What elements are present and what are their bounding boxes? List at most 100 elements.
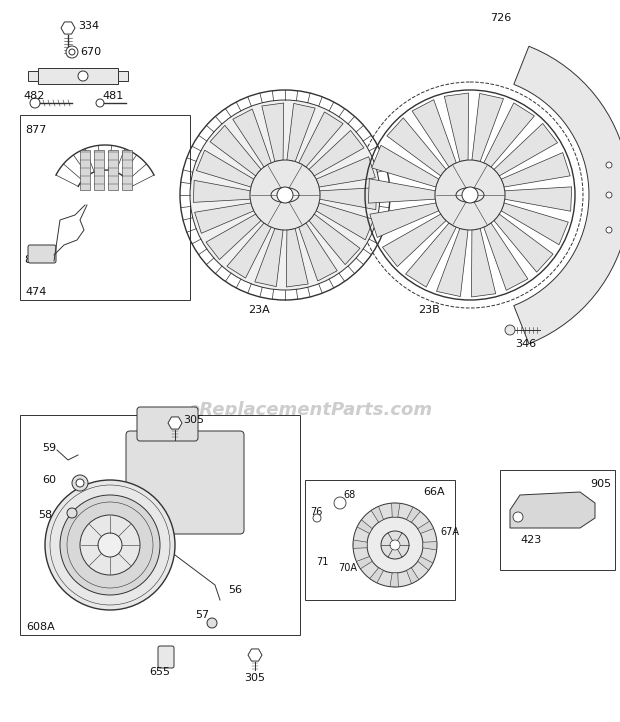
Text: 305: 305 <box>244 673 265 683</box>
Text: 66A: 66A <box>423 487 445 497</box>
Polygon shape <box>418 521 433 534</box>
Polygon shape <box>357 520 372 534</box>
Text: 474: 474 <box>25 287 46 297</box>
Polygon shape <box>371 506 384 522</box>
Circle shape <box>313 514 321 522</box>
Text: 60: 60 <box>42 475 56 485</box>
Text: 67A: 67A <box>440 527 459 537</box>
Polygon shape <box>368 179 435 203</box>
Circle shape <box>606 227 612 233</box>
Text: 346: 346 <box>515 339 536 349</box>
Polygon shape <box>383 214 446 266</box>
Circle shape <box>435 160 505 230</box>
Text: 608A: 608A <box>26 622 55 632</box>
Text: 726: 726 <box>490 13 511 23</box>
FancyBboxPatch shape <box>158 646 174 668</box>
Text: 58: 58 <box>38 510 52 520</box>
FancyBboxPatch shape <box>122 150 132 190</box>
FancyBboxPatch shape <box>137 407 198 441</box>
Polygon shape <box>405 223 456 287</box>
Polygon shape <box>227 223 272 278</box>
Circle shape <box>60 495 160 595</box>
Circle shape <box>45 480 175 610</box>
Text: 76: 76 <box>310 507 322 517</box>
Polygon shape <box>299 223 337 281</box>
FancyBboxPatch shape <box>80 150 90 190</box>
Polygon shape <box>255 228 283 287</box>
Polygon shape <box>371 145 439 187</box>
Polygon shape <box>286 228 308 287</box>
Circle shape <box>98 533 122 557</box>
Text: 905: 905 <box>590 479 611 489</box>
Text: 655: 655 <box>149 667 170 677</box>
Polygon shape <box>210 126 261 176</box>
Circle shape <box>190 100 380 290</box>
Circle shape <box>76 479 84 487</box>
Polygon shape <box>494 123 557 176</box>
Polygon shape <box>484 223 528 290</box>
Polygon shape <box>262 103 284 162</box>
Circle shape <box>250 160 320 230</box>
Polygon shape <box>412 100 456 167</box>
Text: 70A: 70A <box>338 563 357 573</box>
Circle shape <box>96 99 104 107</box>
Text: 423: 423 <box>520 535 541 545</box>
Text: 69: 69 <box>378 563 390 573</box>
FancyBboxPatch shape <box>20 415 300 635</box>
Polygon shape <box>418 557 433 570</box>
Polygon shape <box>510 492 595 528</box>
Circle shape <box>80 515 140 575</box>
FancyBboxPatch shape <box>118 71 128 81</box>
Circle shape <box>606 162 612 168</box>
Polygon shape <box>309 131 364 176</box>
Ellipse shape <box>271 188 299 202</box>
Circle shape <box>462 187 478 203</box>
Circle shape <box>66 46 78 58</box>
Text: 878: 878 <box>24 255 45 265</box>
Polygon shape <box>494 214 553 272</box>
Text: 877: 877 <box>25 125 46 135</box>
Polygon shape <box>370 203 439 238</box>
Polygon shape <box>370 567 384 583</box>
Circle shape <box>390 540 400 550</box>
FancyBboxPatch shape <box>38 68 118 84</box>
Polygon shape <box>436 228 468 297</box>
Polygon shape <box>390 573 399 587</box>
Polygon shape <box>407 507 420 522</box>
FancyBboxPatch shape <box>94 150 104 190</box>
Circle shape <box>69 49 75 55</box>
Text: 68: 68 <box>343 490 355 500</box>
FancyBboxPatch shape <box>108 150 118 190</box>
FancyBboxPatch shape <box>126 431 244 534</box>
Polygon shape <box>471 228 495 297</box>
Polygon shape <box>407 567 419 583</box>
Polygon shape <box>316 157 375 187</box>
Polygon shape <box>287 103 315 162</box>
Circle shape <box>78 71 88 81</box>
Polygon shape <box>501 152 570 187</box>
Polygon shape <box>423 542 437 550</box>
FancyBboxPatch shape <box>20 115 190 300</box>
Text: 305: 305 <box>183 415 204 425</box>
Polygon shape <box>484 103 534 167</box>
Polygon shape <box>299 112 343 167</box>
Polygon shape <box>353 540 367 548</box>
Text: 56: 56 <box>228 585 242 595</box>
Polygon shape <box>316 203 374 240</box>
Circle shape <box>513 512 523 522</box>
Text: 57: 57 <box>195 610 209 620</box>
Polygon shape <box>505 187 572 212</box>
Text: 334: 334 <box>78 21 99 31</box>
Circle shape <box>277 187 293 203</box>
Ellipse shape <box>456 188 484 202</box>
Text: 23B: 23B <box>418 305 440 315</box>
Circle shape <box>381 531 409 559</box>
FancyBboxPatch shape <box>305 480 455 600</box>
Circle shape <box>334 497 346 509</box>
Polygon shape <box>195 203 254 233</box>
Polygon shape <box>445 93 469 162</box>
FancyBboxPatch shape <box>28 245 56 263</box>
FancyBboxPatch shape <box>500 470 615 570</box>
Circle shape <box>353 503 437 587</box>
Circle shape <box>367 517 423 573</box>
